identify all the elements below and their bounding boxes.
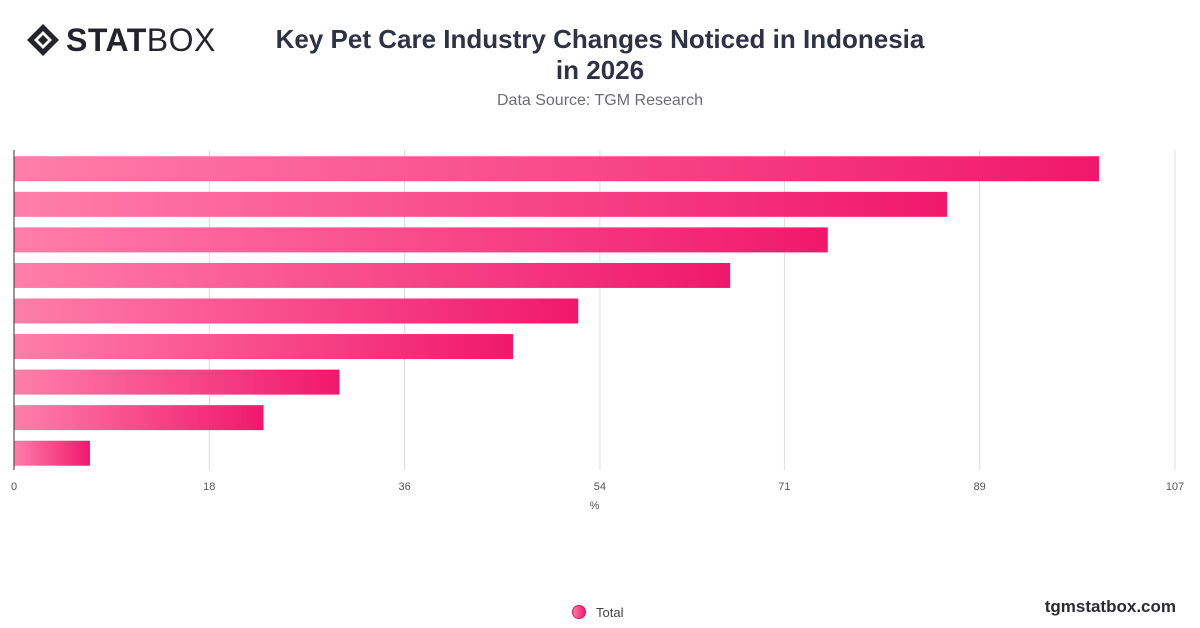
x-axis-label: % xyxy=(590,500,600,512)
x-tick-label: 36 xyxy=(398,481,410,493)
axes: 0 18 36 54 71 89 107% xyxy=(11,150,1184,512)
bar[interactable] xyxy=(14,262,731,288)
logo-text-box: BOX xyxy=(146,22,216,58)
bar[interactable] xyxy=(14,298,579,324)
x-tick-label: 71 xyxy=(778,481,790,493)
x-tick-label: 18 xyxy=(203,481,215,493)
bar[interactable] xyxy=(14,440,90,466)
x-tick-label: 54 xyxy=(594,481,606,493)
bar[interactable] xyxy=(14,334,514,360)
chart-title: Key Pet Care Industry Changes Noticed in… xyxy=(275,24,925,85)
bar[interactable] xyxy=(14,369,340,395)
chart-subtitle: Data Source: TGM Research xyxy=(496,92,703,109)
x-tick-label: 0 xyxy=(11,481,17,493)
bar[interactable] xyxy=(14,156,1100,182)
brand-url: tgmstatbox.com xyxy=(1044,597,1176,616)
x-tick-label: 107 xyxy=(1166,481,1184,493)
bars xyxy=(14,156,1100,466)
legend-label: Total xyxy=(596,604,624,620)
x-tick-label: 89 xyxy=(974,481,986,493)
legend-swatch-icon xyxy=(572,605,586,619)
legend[interactable]: Total xyxy=(572,602,623,622)
statbox-logo: STATBOX xyxy=(26,22,216,58)
diamond-logo-icon xyxy=(27,24,59,56)
bar[interactable] xyxy=(14,405,264,431)
bar[interactable] xyxy=(14,227,828,253)
bar[interactable] xyxy=(14,191,948,217)
logo-text-stat: STAT xyxy=(66,22,147,58)
logo-wordmark: STATBOX xyxy=(66,22,216,58)
